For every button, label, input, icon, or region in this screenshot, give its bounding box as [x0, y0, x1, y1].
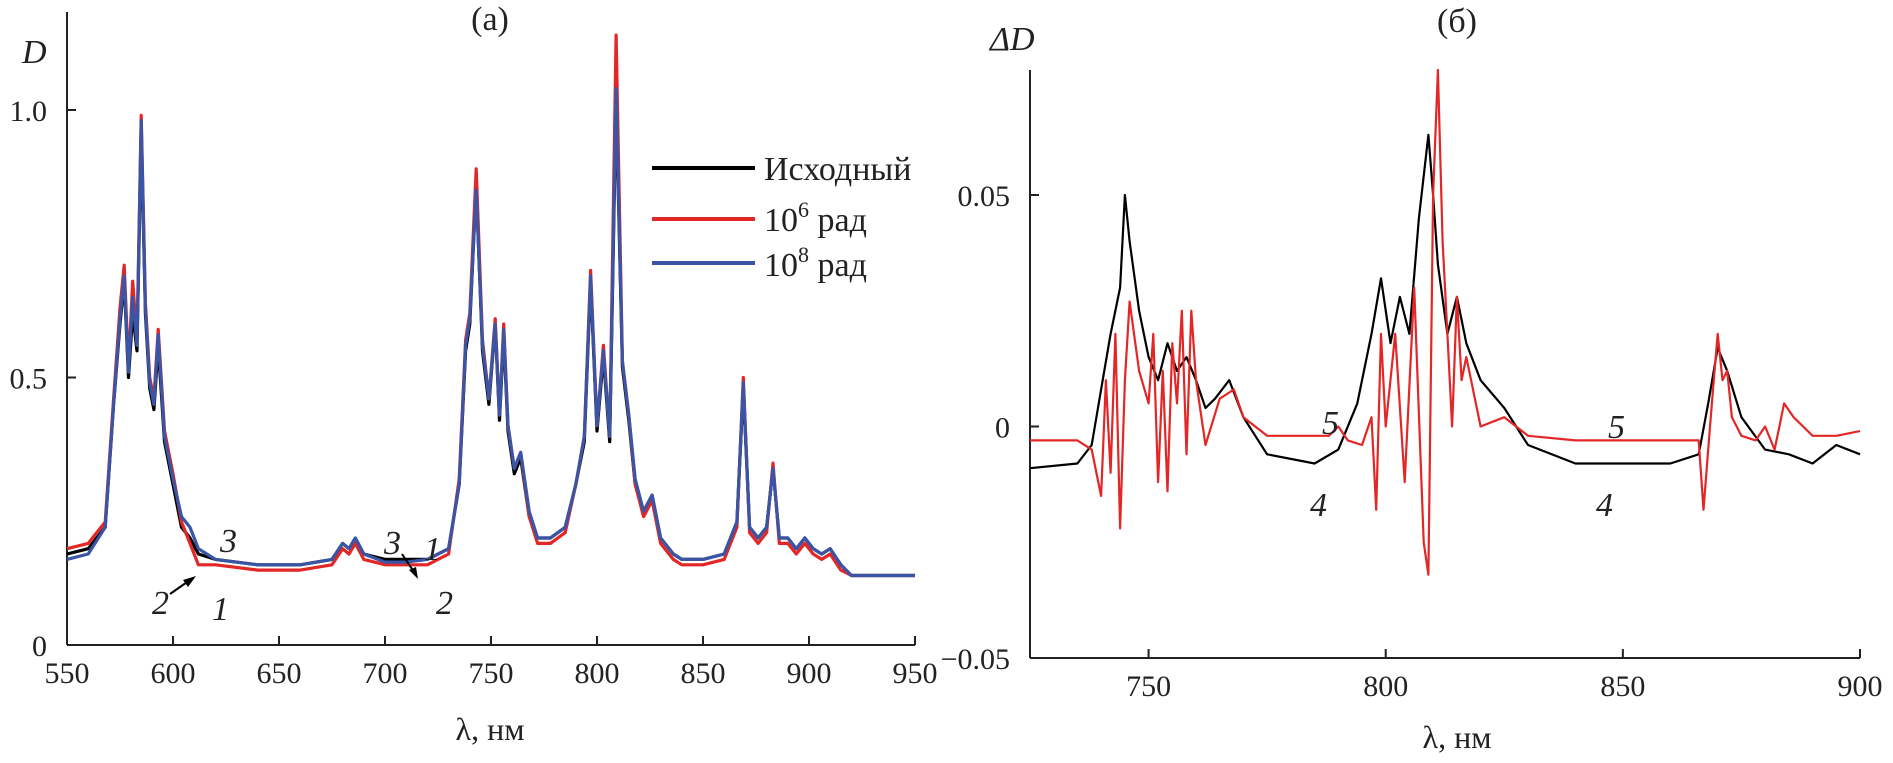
- panel-a-label: (а): [471, 1, 509, 38]
- panel-a-arrowhead-3: [409, 567, 418, 579]
- legend-1e6-exp: 6: [798, 197, 809, 222]
- panel-a-series-line-3: [66, 86, 915, 578]
- panel-a-annotation-1-mid: 1: [424, 531, 441, 568]
- panel-a-xtick-label: 650: [257, 657, 302, 690]
- panel-b-series: [1029, 68, 1861, 576]
- panel-a-ytick-label: 0: [32, 630, 47, 663]
- panel-b-annotation-5-right: 5: [1608, 409, 1625, 446]
- panel-a-xlabel: λ, нм: [456, 711, 525, 747]
- panel-a-annotation-2-mid: 2: [436, 585, 453, 622]
- legend-label-original: Исходный: [764, 151, 911, 188]
- panel-a-ytick-label: 0.5: [10, 363, 48, 396]
- panel-a-arrowhead-2: [183, 576, 196, 587]
- panel-b-annotation-5-left: 5: [1322, 405, 1339, 442]
- panel-b-xtick-label: 900: [1838, 670, 1883, 703]
- legend-1e6-base: 10: [764, 202, 798, 239]
- panel-b-ylabel: ΔD: [988, 21, 1035, 58]
- panel-a-xtick-label: 850: [681, 657, 726, 690]
- panel-a-ylabel: D: [21, 34, 47, 71]
- panel-a-series-line-2: [66, 33, 915, 578]
- legend-1e8-exp: 8: [798, 242, 809, 267]
- panel-b-series-line-1: [1029, 133, 1861, 470]
- panel-a-xtick-label: 750: [469, 657, 514, 690]
- panel-a-annotation-3-left: 3: [219, 523, 237, 560]
- panel-b-series-line-2: [1030, 68, 1861, 576]
- panel-a-ytick-label: 1.0: [10, 95, 48, 128]
- legend-1e8-unit: рад: [809, 247, 867, 284]
- panel-a-xtick-label: 950: [893, 657, 938, 690]
- panel-a-xtick-label: 550: [45, 657, 90, 690]
- panel-a-xtick-label: 900: [787, 657, 832, 690]
- legend-label-1e8: 108 рад: [764, 242, 867, 284]
- panel-a-annotation-1-left: 1: [212, 591, 229, 628]
- panel-a-xtick-label: 700: [363, 657, 408, 690]
- legend-label-1e6: 106 рад: [764, 197, 867, 239]
- panel-b-xtick-label: 750: [1126, 670, 1171, 703]
- panel-b-xtick-label: 850: [1600, 670, 1645, 703]
- panel-a-ticks: 550 600 650 700 750 800 850 900 950 0 0.5 1.0: [10, 95, 938, 690]
- panel-a: 550 600 650 700 750 800 850 900 950 0 0.5 1.0 (а) D…: [10, 1, 938, 747]
- legend-1e6-unit: рад: [809, 202, 867, 239]
- panel-a-xtick-label: 800: [575, 657, 620, 690]
- panel-b-label: (б): [1437, 3, 1477, 40]
- legend-1e8-base: 10: [764, 247, 798, 284]
- panel-b-ytick-label: 0: [995, 412, 1010, 445]
- panel-b-annotation-4-left: 4: [1310, 487, 1327, 524]
- panel-b-ytick-label: −0.05: [941, 643, 1010, 676]
- panel-a-series: [66, 33, 915, 578]
- panel-b-ytick-label: 0.05: [958, 180, 1011, 213]
- panel-b-ticks: 750 800 850 900 −0.05 0 0.05: [941, 180, 1883, 703]
- panel-a-xtick-label: 600: [151, 657, 196, 690]
- panel-a-annotation-3-mid: 3: [383, 525, 401, 562]
- panel-b-annotation-4-right: 4: [1596, 487, 1613, 524]
- panel-b-xtick-label: 800: [1363, 670, 1408, 703]
- panel-b-xlabel: λ, нм: [1423, 719, 1492, 755]
- panel-a-legend: Исходный 106 рад 108 рад: [652, 151, 911, 284]
- panel-a-annotation-2-left: 2: [152, 585, 169, 622]
